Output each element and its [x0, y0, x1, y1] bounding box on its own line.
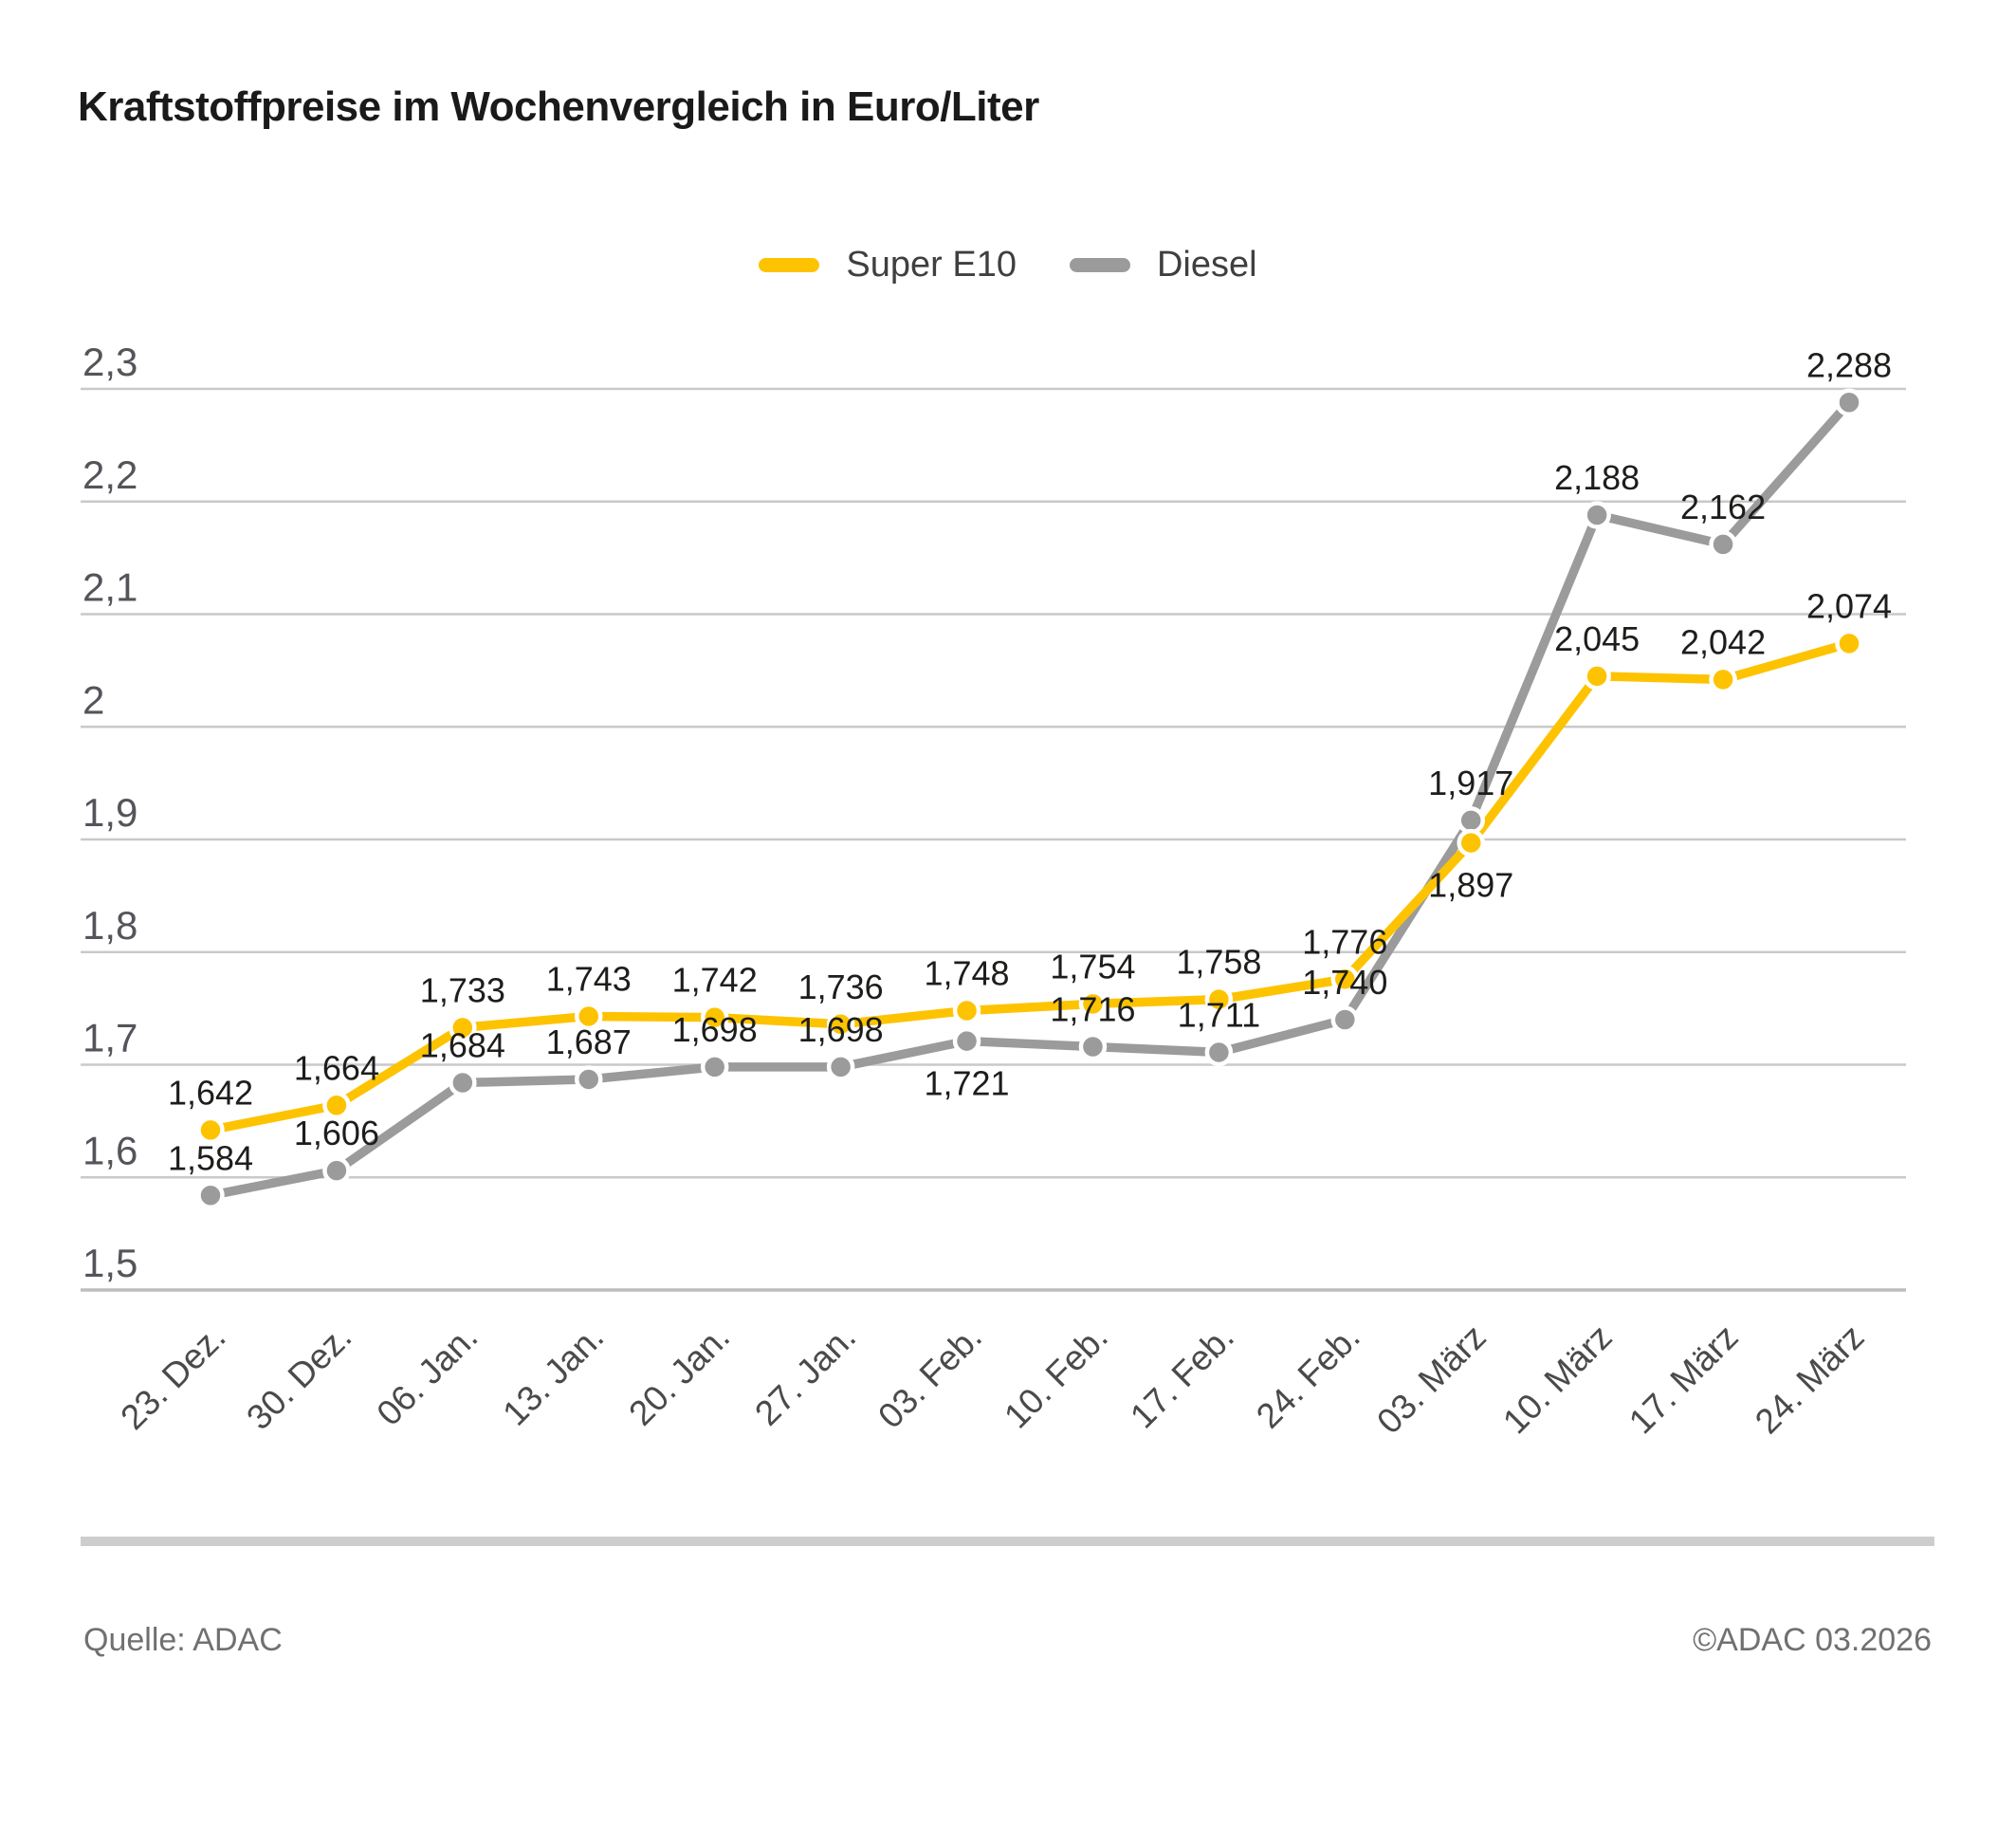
- data-point-diesel: [322, 1156, 351, 1185]
- data-point-diesel: [1709, 530, 1737, 559]
- value-label-diesel: 1,684: [420, 1026, 505, 1065]
- value-label-super-e10: 1,748: [924, 954, 1009, 993]
- legend: Super E10 Diesel: [0, 245, 2016, 286]
- data-point-super-e10: [700, 1003, 729, 1032]
- value-label-diesel: 1,711: [1178, 995, 1260, 1034]
- value-label-super-e10: 1,733: [420, 970, 505, 1009]
- x-axis-tick-label: 03. Feb.: [871, 1317, 989, 1436]
- data-point-diesel: [1330, 1005, 1360, 1034]
- value-label-super-e10: 1,743: [546, 959, 632, 998]
- value-label-super-e10: 2,045: [1554, 619, 1640, 658]
- legend-swatch-super-e10: [759, 258, 820, 272]
- value-label-diesel: 1,716: [1050, 990, 1135, 1029]
- value-label-super-e10: 1,736: [798, 967, 884, 1006]
- x-axis-tick-label: 10. März: [1495, 1317, 1620, 1442]
- x-axis-tick-label: 17. März: [1622, 1317, 1746, 1442]
- data-point-super-e10: [1835, 629, 1863, 658]
- data-point-super-e10: [1330, 965, 1360, 993]
- data-point-diesel: [1835, 388, 1863, 416]
- value-label-diesel: 1,721: [924, 1064, 1009, 1103]
- footer: Quelle: ADAC ©ADAC 03.2026: [83, 1622, 1932, 1659]
- x-axis-tick-label: 03. März: [1369, 1317, 1494, 1442]
- x-axis-tick-label: 17. Feb.: [1123, 1317, 1241, 1436]
- source-note: Quelle: ADAC: [83, 1622, 283, 1658]
- y-axis-tick-label: 2: [82, 677, 104, 722]
- data-point-diesel: [1457, 806, 1485, 835]
- data-point-super-e10: [575, 1002, 603, 1031]
- value-label-diesel: 1,740: [1302, 963, 1387, 1002]
- data-point-super-e10: [826, 1010, 855, 1039]
- data-point-super-e10: [1078, 989, 1108, 1019]
- value-label-diesel: 1,606: [294, 1114, 379, 1152]
- x-axis-tick-label: 13. Jan.: [495, 1317, 611, 1433]
- data-point-diesel: [826, 1053, 855, 1081]
- y-axis-tick-label: 1,9: [82, 790, 137, 835]
- copyright-note: ©ADAC 03.2026: [1693, 1622, 1932, 1658]
- data-point-super-e10: [449, 1013, 477, 1042]
- value-label-diesel: 1,698: [798, 1010, 884, 1049]
- value-label-diesel: 1,584: [168, 1138, 253, 1177]
- value-label-diesel: 2,162: [1680, 488, 1766, 526]
- data-point-super-e10: [322, 1091, 351, 1119]
- data-point-diesel: [700, 1053, 729, 1081]
- x-axis-tick-label: 24. Feb.: [1249, 1317, 1367, 1436]
- value-label-diesel: 2,288: [1806, 345, 1892, 384]
- footer-divider: [81, 1537, 1934, 1546]
- value-label-super-e10: 2,042: [1680, 622, 1766, 661]
- y-axis-tick-label: 1,8: [82, 903, 137, 948]
- x-axis-tick-label: 20. Jan.: [621, 1317, 737, 1433]
- value-label-super-e10: 1,754: [1050, 947, 1135, 986]
- value-label-super-e10: 1,742: [672, 961, 758, 1000]
- value-label-super-e10: 1,776: [1302, 922, 1387, 961]
- data-point-diesel: [952, 1026, 981, 1056]
- series-line-super-e10: [206, 638, 1854, 1135]
- value-label-super-e10: 1,664: [294, 1048, 379, 1087]
- x-axis-tick-label: 10. Feb.: [997, 1317, 1115, 1436]
- x-axis-tick-label: 24. März: [1748, 1317, 1872, 1442]
- value-label-diesel: 2,188: [1554, 458, 1640, 497]
- value-label-super-e10: 1,758: [1176, 943, 1261, 982]
- x-axis-tick-label: 23. Dez.: [113, 1317, 232, 1437]
- legend-item-diesel: Diesel: [1069, 245, 1257, 286]
- data-point-diesel: [1078, 1032, 1108, 1061]
- legend-item-super-e10: Super E10: [759, 245, 1017, 286]
- y-axis-tick-label: 1,5: [82, 1241, 137, 1285]
- y-axis-tick-label: 2,1: [82, 565, 137, 610]
- legend-label-diesel: Diesel: [1156, 245, 1257, 285]
- value-label-super-e10: 2,074: [1806, 586, 1892, 625]
- data-point-diesel: [575, 1065, 603, 1094]
- data-point-super-e10: [1709, 665, 1737, 694]
- y-axis-tick-label: 2,2: [82, 452, 137, 497]
- data-point-diesel: [196, 1181, 225, 1209]
- y-axis-tick-label: 1,7: [82, 1016, 137, 1060]
- data-point-super-e10: [952, 996, 981, 1025]
- data-point-diesel: [1204, 1038, 1234, 1067]
- data-point-super-e10: [1457, 828, 1485, 857]
- value-label-diesel: 1,698: [672, 1010, 758, 1049]
- data-point-diesel: [449, 1068, 477, 1097]
- y-axis-tick-label: 2,3: [82, 340, 137, 384]
- data-point-super-e10: [196, 1115, 225, 1145]
- legend-label-super-e10: Super E10: [846, 245, 1017, 285]
- series-line-diesel: [206, 397, 1854, 1200]
- data-point-super-e10: [1204, 985, 1234, 1014]
- value-label-super-e10: 1,897: [1428, 866, 1513, 905]
- x-axis-tick-label: 30. Dez.: [239, 1317, 358, 1437]
- legend-swatch-diesel: [1069, 258, 1130, 272]
- data-point-diesel: [1583, 501, 1611, 529]
- value-label-diesel: 1,687: [546, 1023, 632, 1061]
- x-axis-tick-label: 06. Jan.: [369, 1317, 485, 1433]
- y-axis-tick-label: 1,6: [82, 1128, 137, 1172]
- chart-title: Kraftstoffpreise im Wochenvergleich in E…: [78, 83, 1039, 130]
- value-label-diesel: 1,917: [1428, 764, 1513, 802]
- value-label-super-e10: 1,642: [168, 1073, 253, 1112]
- x-axis-tick-label: 27. Jan.: [747, 1317, 863, 1433]
- data-point-super-e10: [1583, 662, 1611, 691]
